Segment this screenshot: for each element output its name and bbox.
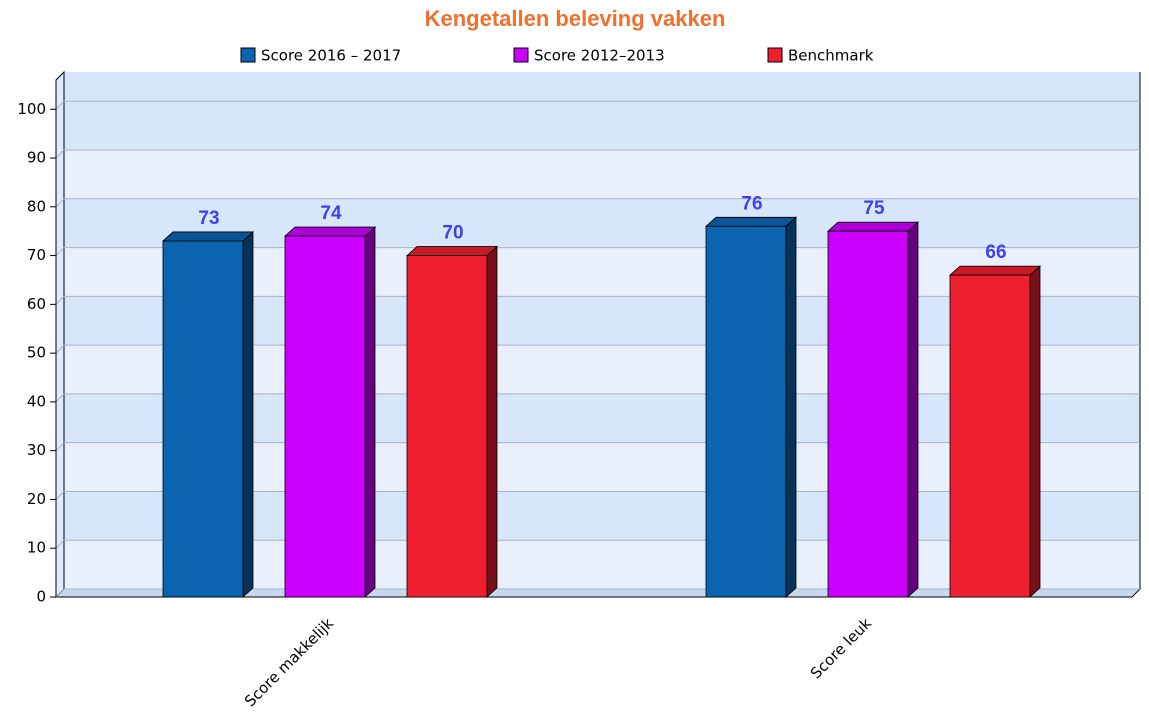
grid-line	[55, 393, 65, 403]
legend-label: Benchmark	[788, 47, 874, 65]
y-tick-label: 90	[27, 149, 46, 167]
y-tick-label: 10	[27, 539, 46, 557]
bar-side	[364, 226, 376, 598]
legend-label: Score 2016 – 2017	[261, 47, 401, 65]
value-label: 75	[863, 198, 885, 219]
bar-top	[405, 246, 499, 256]
legend-swatch	[240, 47, 256, 63]
bar-side	[486, 245, 498, 598]
chart-title: Kengetallen beleving vakken	[425, 6, 726, 31]
bar-side	[1029, 265, 1041, 598]
value-label: 70	[442, 223, 463, 244]
bar-top	[948, 265, 1042, 276]
bar	[162, 240, 244, 598]
y-tick-label: 60	[27, 295, 46, 313]
wall-band	[64, 72, 1140, 102]
grid-line	[55, 442, 65, 452]
bar	[406, 255, 488, 598]
value-label: 66	[985, 242, 1006, 263]
grid-line	[55, 198, 65, 208]
y-tick-label: 70	[27, 246, 46, 264]
bar-top	[704, 216, 798, 227]
y-tick-label: 30	[27, 441, 46, 459]
bar	[705, 225, 787, 598]
bar	[827, 230, 909, 598]
y-tick-label: 20	[27, 490, 46, 508]
bar-top	[283, 226, 377, 237]
grid-line	[55, 296, 65, 305]
legend-label: Score 2012–2013	[534, 47, 665, 65]
grid-line	[55, 588, 65, 598]
y-tick-label: 40	[27, 392, 46, 410]
grid-line	[55, 344, 65, 354]
x-tick-label: Score leuk	[807, 614, 875, 682]
y-tick-label: 0	[36, 588, 46, 606]
bar	[949, 274, 1031, 598]
wall-band	[64, 101, 1140, 151]
grid-line	[55, 149, 65, 159]
grid-line	[55, 247, 65, 256]
grid-line	[55, 100, 65, 110]
bar-side	[242, 231, 254, 598]
legend-swatch	[767, 47, 783, 63]
bar-side	[785, 216, 797, 598]
y-tick-label: 80	[27, 197, 46, 215]
legend-swatch	[513, 47, 529, 63]
grid-line	[55, 491, 65, 500]
value-label: 74	[320, 203, 342, 224]
value-label: 76	[741, 193, 762, 214]
y-tick-label: 50	[27, 344, 46, 362]
bar-top	[161, 231, 255, 242]
bar-top	[826, 221, 920, 232]
x-tick-label: Score makkelijk	[241, 614, 337, 710]
y-tick-label: 100	[17, 100, 46, 118]
value-label: 73	[198, 208, 219, 229]
bar-side	[907, 221, 919, 598]
grid-line	[55, 539, 65, 549]
bar	[284, 235, 366, 598]
